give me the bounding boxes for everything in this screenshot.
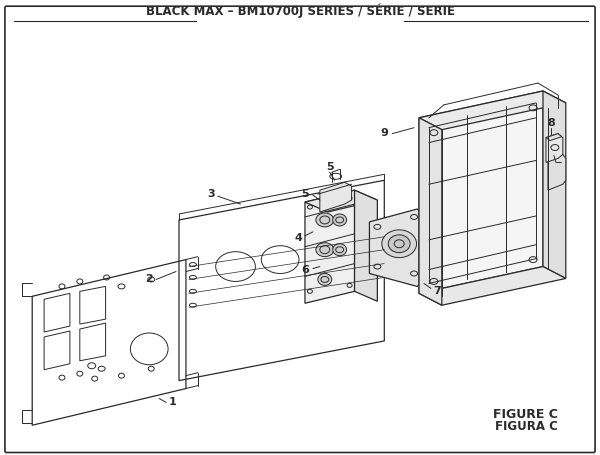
Polygon shape — [546, 134, 563, 162]
Polygon shape — [320, 182, 352, 212]
Ellipse shape — [316, 213, 334, 227]
Text: FIGURA C: FIGURA C — [495, 420, 558, 433]
Text: 2: 2 — [145, 274, 153, 284]
Text: 1: 1 — [169, 397, 177, 407]
Polygon shape — [370, 209, 429, 286]
Text: 9: 9 — [380, 128, 388, 138]
Polygon shape — [546, 134, 562, 141]
Ellipse shape — [382, 230, 416, 258]
Text: 5: 5 — [326, 162, 334, 172]
Polygon shape — [419, 91, 543, 293]
Polygon shape — [548, 155, 566, 190]
Text: 3: 3 — [207, 189, 215, 199]
Ellipse shape — [318, 273, 332, 285]
Text: BLACK MAX – BM10700J SERIES / SÉRIE / SERIE: BLACK MAX – BM10700J SERIES / SÉRIE / SE… — [146, 3, 455, 18]
Ellipse shape — [333, 244, 347, 256]
Ellipse shape — [388, 235, 410, 253]
Text: 8: 8 — [547, 118, 555, 128]
Text: 5: 5 — [301, 189, 309, 199]
Text: 7: 7 — [433, 286, 441, 296]
Text: 4: 4 — [294, 233, 302, 243]
Text: FIGURE C: FIGURE C — [493, 409, 558, 421]
Polygon shape — [419, 267, 566, 305]
Ellipse shape — [333, 214, 347, 226]
Polygon shape — [419, 91, 566, 130]
Polygon shape — [543, 91, 566, 278]
Text: 6: 6 — [301, 264, 309, 274]
Polygon shape — [305, 190, 355, 303]
Polygon shape — [355, 190, 377, 301]
Polygon shape — [305, 190, 377, 212]
Polygon shape — [419, 118, 442, 305]
Ellipse shape — [316, 243, 334, 257]
